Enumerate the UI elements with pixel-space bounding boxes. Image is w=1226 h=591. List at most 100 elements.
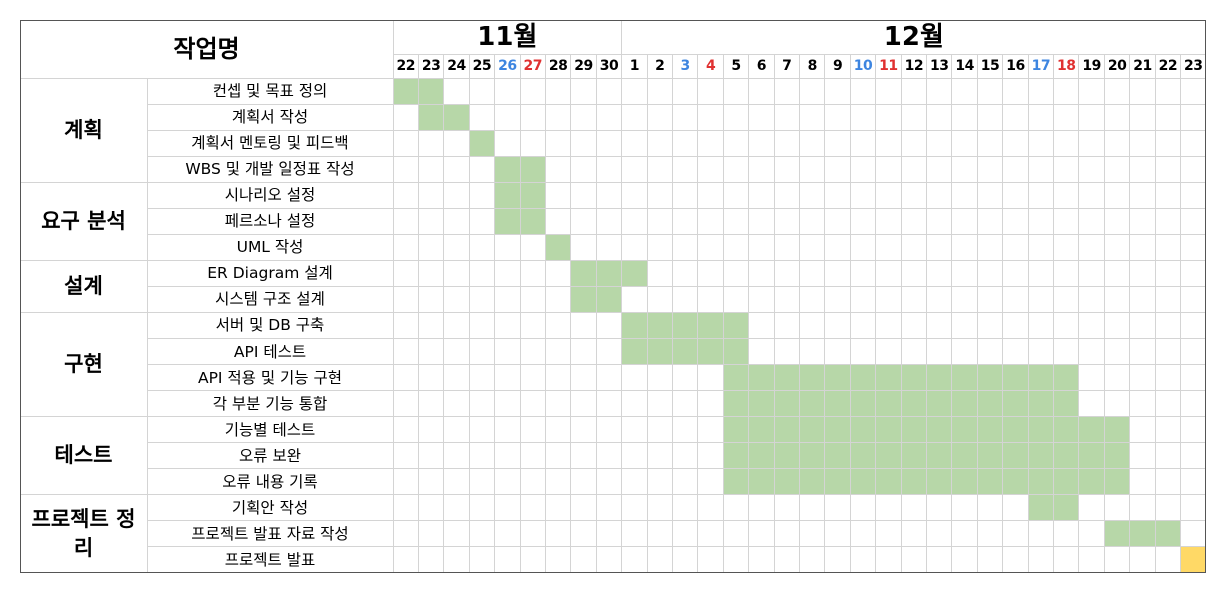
task-name: 컨셉 및 목표 정의 (212, 82, 328, 100)
grid-vline (926, 54, 928, 573)
grid-vline (900, 54, 902, 573)
task-name: 시스템 구조 설계 (215, 290, 325, 309)
grid-vline (1180, 54, 1182, 573)
grid-vline (722, 54, 724, 573)
phase-label: 요구 분석 (41, 208, 126, 233)
task-name: API 테스트 (233, 342, 307, 361)
day-label: 3 (680, 58, 691, 74)
day-label: 17 (1031, 58, 1051, 74)
grid-vline (1078, 54, 1080, 573)
grid-vline (646, 54, 648, 573)
day-label: 24 (447, 58, 466, 74)
grid-hline (147, 494, 1206, 496)
task-bar (469, 130, 495, 157)
grid-vline (519, 54, 521, 573)
grid-hline (147, 103, 1206, 105)
day-label: 30 (599, 58, 619, 74)
task-name: ER Diagram 설계 (207, 264, 333, 283)
grid-vline (671, 54, 673, 573)
day-label: 5 (731, 58, 741, 74)
grid-vline (697, 54, 699, 573)
grid-vline (849, 54, 851, 573)
grid-vline (824, 54, 826, 573)
day-label: 20 (1107, 58, 1127, 74)
task-name: 계획서 멘토링 및 피드백 (191, 134, 349, 153)
phase-divider (20, 311, 147, 313)
day-label: 1 (629, 58, 640, 74)
grid-vline (544, 54, 546, 573)
grid-vline (494, 54, 496, 573)
task-name: WBS 및 개발 일정표 작성 (185, 160, 355, 179)
task-name: 각 부분 기능 통합 (212, 394, 328, 413)
day-label: 6 (756, 58, 767, 74)
month-label: 11월 (477, 22, 538, 52)
phase-divider (20, 494, 147, 496)
grid-hline (147, 311, 1206, 313)
table-border (1205, 20, 1206, 573)
task-bar (621, 312, 749, 339)
month-label: 12월 (883, 22, 944, 52)
phase-label: 구현 (64, 352, 103, 377)
month-divider (393, 54, 1206, 55)
grid-hline (147, 390, 1206, 392)
gantt-chart: 작업명 11월 12월 22 23 24 25 26 27 28 29 30 1 2 3 4 5 6 7 8 9 10 11… (20, 20, 1206, 573)
phase-col-divider (146, 78, 148, 573)
grid-vline (1154, 54, 1156, 573)
grid-hline (147, 364, 1206, 366)
day-label: 22 (1158, 58, 1178, 74)
grid-vline (1053, 54, 1055, 573)
day-label: 22 (396, 58, 415, 74)
day-label: 26 (498, 58, 517, 74)
table-border (20, 20, 1206, 21)
task-name: 오류 내용 기록 (222, 472, 318, 491)
grid-vline (468, 54, 470, 573)
task-bar (570, 260, 648, 287)
grid-hline (147, 285, 1206, 287)
grid-vline (1027, 54, 1029, 573)
task-header-title: 작업명 (173, 35, 240, 63)
day-label: 4 (705, 58, 716, 74)
task-name: 프로젝트 발표 (224, 550, 316, 569)
grid-hline (147, 155, 1206, 157)
grid-vline (595, 54, 597, 573)
grid-hline (147, 207, 1206, 209)
grid-hline (147, 520, 1206, 522)
day-label: 21 (1133, 58, 1152, 74)
day-label: 14 (955, 58, 974, 74)
final-bar (1180, 546, 1206, 573)
task-name: 프로젝트 발표 자료 작성 (191, 524, 349, 543)
day-label: 18 (1057, 58, 1076, 74)
task-name: API 적용 및 기능 구현 (197, 368, 343, 387)
task-name: 오류 보완 (239, 446, 301, 465)
phase-divider (20, 181, 147, 183)
grid-vline (570, 54, 572, 573)
task-name: 기능별 테스트 (224, 420, 316, 439)
grid-hline (147, 259, 1206, 261)
day-label: 23 (421, 58, 441, 74)
grid-vline (951, 54, 953, 573)
day-label: 13 (929, 58, 949, 74)
task-name: 시나리오 설정 (224, 186, 316, 205)
header-divider (20, 77, 1206, 79)
grid-vline (976, 54, 978, 573)
phase-divider (20, 259, 147, 261)
day-label: 19 (1082, 58, 1101, 74)
table-border (20, 20, 21, 573)
phase-label: 계획 (64, 117, 103, 142)
grid-vline (1129, 54, 1131, 573)
day-label: 10 (853, 58, 873, 74)
day-label: 29 (574, 58, 593, 74)
task-name: 계획서 작성 (231, 108, 309, 127)
task-name: 페르소나 설정 (224, 212, 316, 231)
day-label: 28 (548, 58, 568, 74)
phase-label: 설계 (64, 273, 103, 298)
grid-vline (748, 54, 750, 573)
grid-vline (1103, 54, 1105, 573)
grid-hline (147, 442, 1206, 444)
grid-hline (147, 546, 1206, 548)
task-bar (621, 338, 749, 365)
day-label: 11 (879, 58, 898, 74)
table-border (20, 572, 1206, 573)
grid-hline (147, 468, 1206, 470)
task-name: 서버 및 DB 구축 (215, 316, 325, 335)
